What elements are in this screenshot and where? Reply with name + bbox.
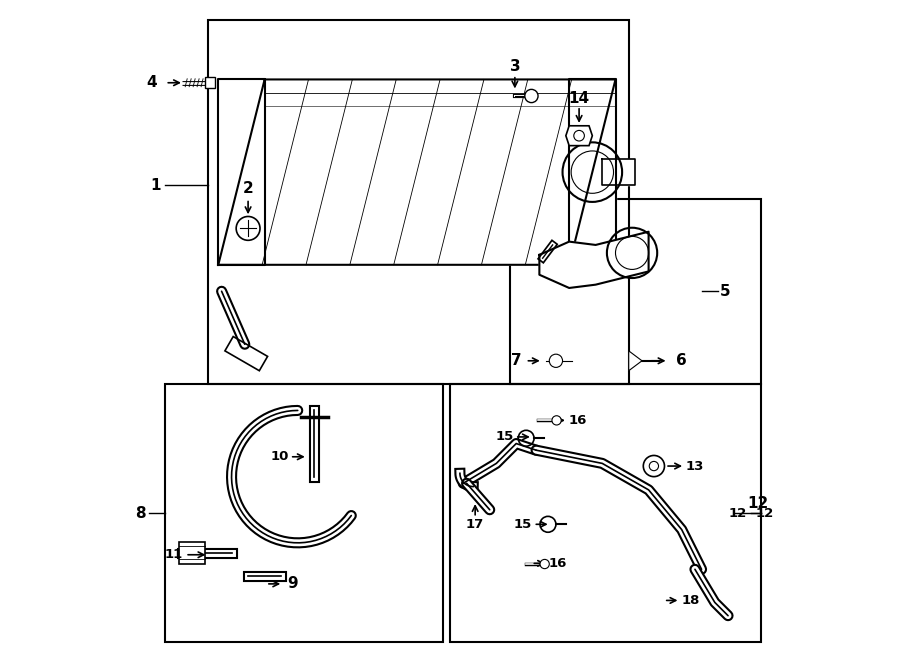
Polygon shape [629, 351, 642, 371]
Polygon shape [219, 79, 616, 265]
Text: 8: 8 [135, 506, 146, 520]
Circle shape [649, 461, 659, 471]
Text: 7: 7 [511, 354, 521, 368]
Text: 16: 16 [549, 557, 567, 570]
Text: 3: 3 [509, 59, 520, 73]
Text: 4: 4 [147, 75, 158, 90]
Polygon shape [205, 77, 215, 88]
Bar [178, 542, 205, 564]
Polygon shape [566, 126, 592, 146]
Circle shape [236, 216, 260, 240]
Text: 16: 16 [569, 414, 587, 427]
Circle shape [552, 416, 562, 425]
Polygon shape [569, 79, 616, 265]
Circle shape [644, 455, 664, 477]
Text: 12: 12 [728, 506, 747, 520]
Text: 18: 18 [681, 594, 699, 607]
Bar [166, 384, 444, 642]
Circle shape [549, 354, 562, 367]
Bar [450, 384, 761, 642]
Polygon shape [219, 79, 265, 265]
Text: 5: 5 [719, 284, 730, 299]
Bar [225, 336, 267, 371]
Circle shape [540, 559, 549, 569]
Bar [509, 199, 761, 384]
Text: 9: 9 [287, 577, 298, 591]
Text: 10: 10 [271, 450, 289, 463]
Text: 17: 17 [466, 518, 484, 532]
Text: 15: 15 [514, 518, 532, 531]
Polygon shape [539, 232, 649, 288]
Circle shape [574, 130, 584, 141]
Circle shape [525, 89, 538, 103]
Text: 11: 11 [165, 548, 183, 561]
Text: 15: 15 [495, 430, 513, 444]
Text: 12: 12 [747, 496, 769, 511]
Text: 1: 1 [150, 178, 161, 193]
Text: 2: 2 [243, 181, 254, 196]
Text: 6: 6 [676, 354, 687, 368]
Bar [209, 20, 629, 384]
Text: 12: 12 [755, 506, 774, 520]
Polygon shape [602, 159, 635, 185]
Text: 14: 14 [569, 91, 590, 106]
Text: 13: 13 [686, 459, 704, 473]
